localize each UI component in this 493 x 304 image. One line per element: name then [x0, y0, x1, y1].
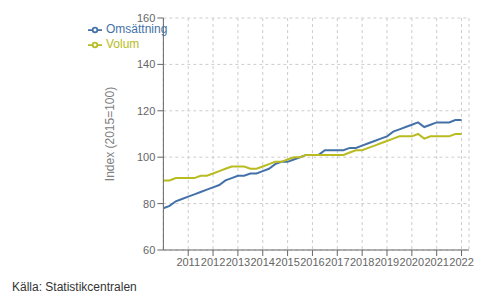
- svg-text:120: 120: [137, 105, 155, 117]
- svg-text:60: 60: [143, 244, 155, 256]
- svg-text:2015: 2015: [275, 256, 299, 268]
- svg-text:2014: 2014: [251, 256, 275, 268]
- svg-text:2020: 2020: [400, 256, 424, 268]
- html-text:Volum: Volum: [106, 36, 140, 51]
- svg-text:2022: 2022: [449, 256, 473, 268]
- svg-text:2021: 2021: [424, 256, 448, 268]
- html-text:Omsättning: Omsättning: [106, 22, 168, 36]
- svg-text:2013: 2013: [226, 256, 250, 268]
- svg-text:Index (2015=100): Index (2015=100): [103, 87, 117, 181]
- svg-text:2017: 2017: [325, 256, 349, 268]
- svg-text:2016: 2016: [300, 256, 324, 268]
- svg-text:2011: 2011: [176, 256, 200, 268]
- svg-text:100: 100: [137, 151, 155, 163]
- svg-text:140: 140: [137, 58, 155, 70]
- svg-text:160: 160: [137, 12, 155, 24]
- svg-text:80: 80: [143, 198, 155, 210]
- html-text:Källa: Statistikcentralen: Källa: Statistikcentralen: [12, 280, 137, 294]
- svg-text:2012: 2012: [201, 256, 225, 268]
- svg-text:2018: 2018: [350, 256, 374, 268]
- svg-text:2019: 2019: [375, 256, 399, 268]
